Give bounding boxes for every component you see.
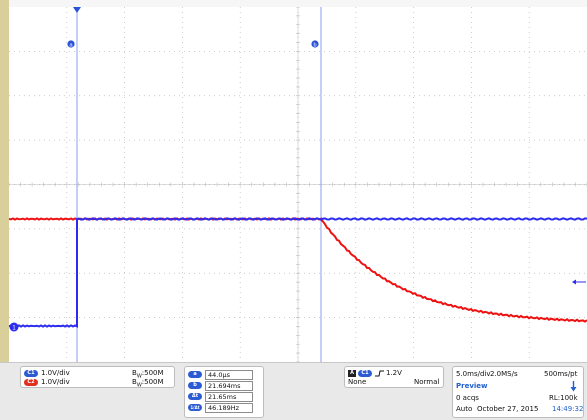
ch1-level-marker-label: 1	[12, 325, 16, 331]
time-per-point: 500ms/pt	[544, 370, 578, 378]
cursor-b-badge[interactable]	[311, 40, 319, 48]
left-arrow-icon[interactable]	[572, 279, 586, 285]
ch1-badge[interactable]: C1	[24, 370, 38, 377]
cursor-b-label: b	[313, 42, 316, 48]
ch2-bandwidth: BW:500M	[132, 378, 164, 389]
readout-b-badge: b	[188, 382, 202, 389]
acquisition-date: October 27, 2015	[477, 405, 539, 413]
trigger-coupling: None	[348, 378, 367, 386]
cursor-readout-panel[interactable]: a 44.0µs b 21.694ms Δt 21.65ms 1/Δt 46.1…	[184, 366, 264, 418]
record-length: RL:100k	[549, 394, 578, 402]
trigger-a-badge: A	[348, 370, 356, 377]
ch1-level-marker[interactable]	[9, 322, 19, 332]
ch2-scale: 1.0V/div	[41, 378, 70, 386]
acquisition-panel[interactable]: 5.0ms/div 2.0MS/s 500ms/pt Preview 0 acq…	[452, 366, 584, 418]
ch1-blue-waveform	[9, 217, 587, 328]
cursor-a-badge[interactable]	[67, 40, 75, 48]
waveform-graticule: a b 1	[9, 7, 587, 362]
time-per-div: 5.0ms/div	[456, 370, 491, 378]
readout-delta-value: 21.65ms	[205, 392, 253, 402]
trigger-mode: Normal	[414, 378, 440, 386]
trigger-source-badge[interactable]: C1	[358, 370, 372, 377]
rising-edge-icon	[375, 370, 384, 377]
cursor-a-label: a	[69, 42, 73, 48]
readout-delta-badge: Δt	[188, 393, 202, 400]
readout-b-value: 21.694ms	[205, 381, 253, 391]
down-arrow-icon[interactable]	[570, 381, 577, 392]
preview-label: Preview	[456, 382, 488, 390]
graticule-grid	[9, 7, 587, 362]
channel-settings-panel[interactable]: C1 1.0V/div BW:500M C2 1.0V/div BW:500M	[20, 366, 175, 388]
ch1-bandwidth: BW:500M	[132, 369, 164, 380]
left-bezel	[0, 0, 9, 362]
readout-freq-value: 46.189Hz	[205, 403, 253, 413]
ch2-badge[interactable]: C2	[24, 379, 38, 386]
status-bar: C1 1.0V/div BW:500M C2 1.0V/div BW:500M …	[0, 362, 587, 420]
sample-rate: 2.0MS/s	[490, 370, 518, 378]
waveform-display[interactable]: a b 1	[9, 7, 587, 362]
acquisition-count: 0 acqs	[456, 394, 479, 402]
ch1-scale: 1.0V/div	[41, 369, 70, 377]
readout-a-value: 44.0µs	[205, 370, 253, 380]
acquisition-time: 14:49:32	[552, 405, 584, 413]
readout-a-badge: a	[188, 371, 202, 378]
cursor-a-top-marker[interactable]	[73, 7, 81, 13]
readout-freq-badge: 1/Δt	[188, 404, 202, 411]
trigger-settings-panel[interactable]: A C1 1.2V None Normal	[344, 366, 444, 388]
trigger-run-mode: Auto	[456, 405, 473, 413]
trigger-level: 1.2V	[386, 369, 402, 377]
